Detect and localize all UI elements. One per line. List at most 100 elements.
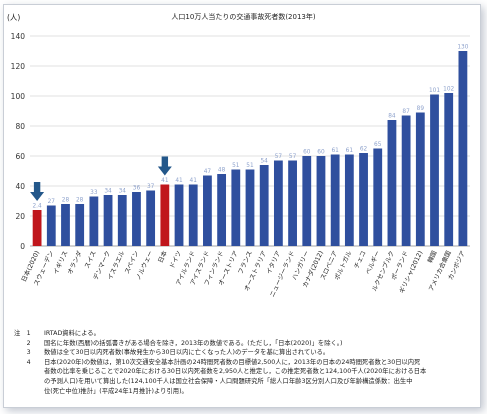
data-label: 54 <box>260 159 268 165</box>
data-label: 57 <box>289 154 297 160</box>
data-label: 89 <box>417 106 425 112</box>
note-number <box>14 367 44 377</box>
note-number <box>14 387 44 397</box>
data-label: 41 <box>175 178 183 184</box>
data-label: 41 <box>161 178 169 184</box>
note-row: の予測人口)を用いて算出した(124,100千人は国立社会保障・人口問題研究所「… <box>14 377 480 387</box>
note-number <box>14 377 44 387</box>
data-label: 41 <box>190 178 198 184</box>
bar <box>245 169 255 246</box>
data-label: 84 <box>388 114 396 120</box>
data-label: 2.4 <box>32 204 42 210</box>
x-tick-label: ドイツ <box>169 250 183 270</box>
bar <box>273 160 283 246</box>
bar <box>89 196 99 246</box>
bar-highlight <box>160 184 170 246</box>
note-number: 4 <box>14 358 31 366</box>
data-label: 34 <box>104 189 112 195</box>
bar <box>146 190 156 246</box>
bar <box>302 156 312 246</box>
bars <box>32 51 468 246</box>
bar <box>231 169 241 246</box>
bar <box>259 165 269 246</box>
bar <box>61 204 70 246</box>
note-number: 3 <box>14 349 31 357</box>
data-label: 51 <box>232 163 240 169</box>
x-tick-label: スイス <box>83 249 98 269</box>
bar <box>132 192 141 246</box>
bar <box>217 174 227 246</box>
note-text: IRTAD資料による。 <box>44 330 100 337</box>
data-label: 37 <box>147 184 155 190</box>
bar <box>387 120 397 246</box>
footnotes: 注 1 IRTAD資料による。 2 国名に年数(西暦)の括弧書きがある場合を除き，2… <box>14 329 480 396</box>
bar <box>316 156 326 246</box>
data-label: 28 <box>76 198 84 204</box>
note-number: 2 <box>14 339 31 347</box>
value-labels: 2.4 27 28 28 33 34 34 36 37 41 41 41 47 48 51 51 54 57 57 6… <box>32 45 468 210</box>
y-tick-label: 20 <box>15 212 25 221</box>
bar <box>401 115 411 246</box>
note-text: 日本(2020年)の数値は，第10次交通安全基本計画の24時間死者数の目標値2,… <box>44 358 421 366</box>
bar <box>330 154 340 246</box>
note-row: 4 日本(2020年)の数値は，第10次交通安全基本計画の24時間死者数の目標値2… <box>14 358 480 368</box>
data-label: 33 <box>90 190 98 196</box>
note-text: 国名に年数(西暦)の括弧書きがある場合を除き，2013年の数値である。(ただし，… <box>44 339 343 347</box>
x-tick-label: 日本 <box>155 248 169 264</box>
data-label: 61 <box>331 148 339 154</box>
data-label: 60 <box>317 150 325 156</box>
data-label: 87 <box>402 109 410 115</box>
arrows <box>30 156 172 201</box>
data-label: 48 <box>218 168 226 174</box>
bar <box>288 160 297 246</box>
note-row: 3 数値は全て30日以内死者数(事故発生から30日以内に亡くなった人)のデータを基… <box>14 348 480 358</box>
data-label: 27 <box>48 199 56 205</box>
y-tick-label: 120 <box>11 62 26 71</box>
y-tick-label: 40 <box>15 182 25 191</box>
note-row: 2 国名に年数(西暦)の括弧書きがある場合を除き，2013年の数値である。(ただし… <box>14 339 480 349</box>
bar <box>430 94 439 246</box>
bar <box>46 205 56 246</box>
bar <box>344 154 354 246</box>
y-tick-label: 60 <box>15 152 25 161</box>
note-text: の予測人口)を用いて算出した(124,100千人は国立社会保障・人口問題研究所「… <box>44 377 413 385</box>
y-tick-label: 140 <box>11 32 26 41</box>
note-row: 位(死亡中位)推計」(平成24年1月推計)より引用)。 <box>14 387 480 397</box>
y-tick-label: 100 <box>11 92 26 101</box>
data-label: 47 <box>204 169 212 175</box>
data-label: 28 <box>62 198 70 204</box>
chart-title: 人口10万人当たりの交通事故死者数(2013年) <box>171 13 316 21</box>
bar <box>415 112 425 246</box>
y-axis-unit: (人) <box>7 13 21 22</box>
data-label: 36 <box>133 186 141 192</box>
note-text: 者数の比率を乗じることで2020年における30日以内死者数を2,950人と推定し… <box>44 368 427 376</box>
data-label: 62 <box>360 147 368 153</box>
down-arrow-icon <box>30 182 45 201</box>
data-label: 57 <box>275 154 283 160</box>
y-tick-label: 0 <box>20 242 25 251</box>
x-tick-label: チェコ <box>352 249 367 270</box>
bar <box>188 184 198 246</box>
data-label: 102 <box>443 87 454 93</box>
bar-chart: 0 20 40 60 80 100 120 140 2.4 27 28 28 33 34 34 36 37 41… <box>11 32 470 298</box>
bar <box>75 204 85 246</box>
bar <box>203 175 212 246</box>
bar <box>174 184 184 246</box>
data-label: 51 <box>246 163 254 169</box>
data-label: 60 <box>303 150 311 156</box>
data-label: 65 <box>374 142 382 148</box>
bar <box>117 195 127 246</box>
note-number: 注 1 <box>14 330 31 337</box>
note-row: 者数の比率を乗じることで2020年における30日以内死者数を2,950人と推定し… <box>14 367 480 377</box>
data-label: 34 <box>119 189 127 195</box>
y-tick-label: 80 <box>15 122 25 131</box>
x-tick-label: 韓国 <box>425 249 438 264</box>
data-label: 61 <box>346 148 354 154</box>
bar <box>458 51 468 246</box>
bar-highlight <box>32 210 42 246</box>
bar <box>373 148 383 246</box>
note-text: 数値は全て30日以内死者数(事故発生から30日以内に亡くなった人)のデータを基に… <box>44 349 330 357</box>
note-text: 位(死亡中位)推計」(平成24年1月推計)より引用)。 <box>44 387 188 395</box>
bar <box>359 153 368 246</box>
